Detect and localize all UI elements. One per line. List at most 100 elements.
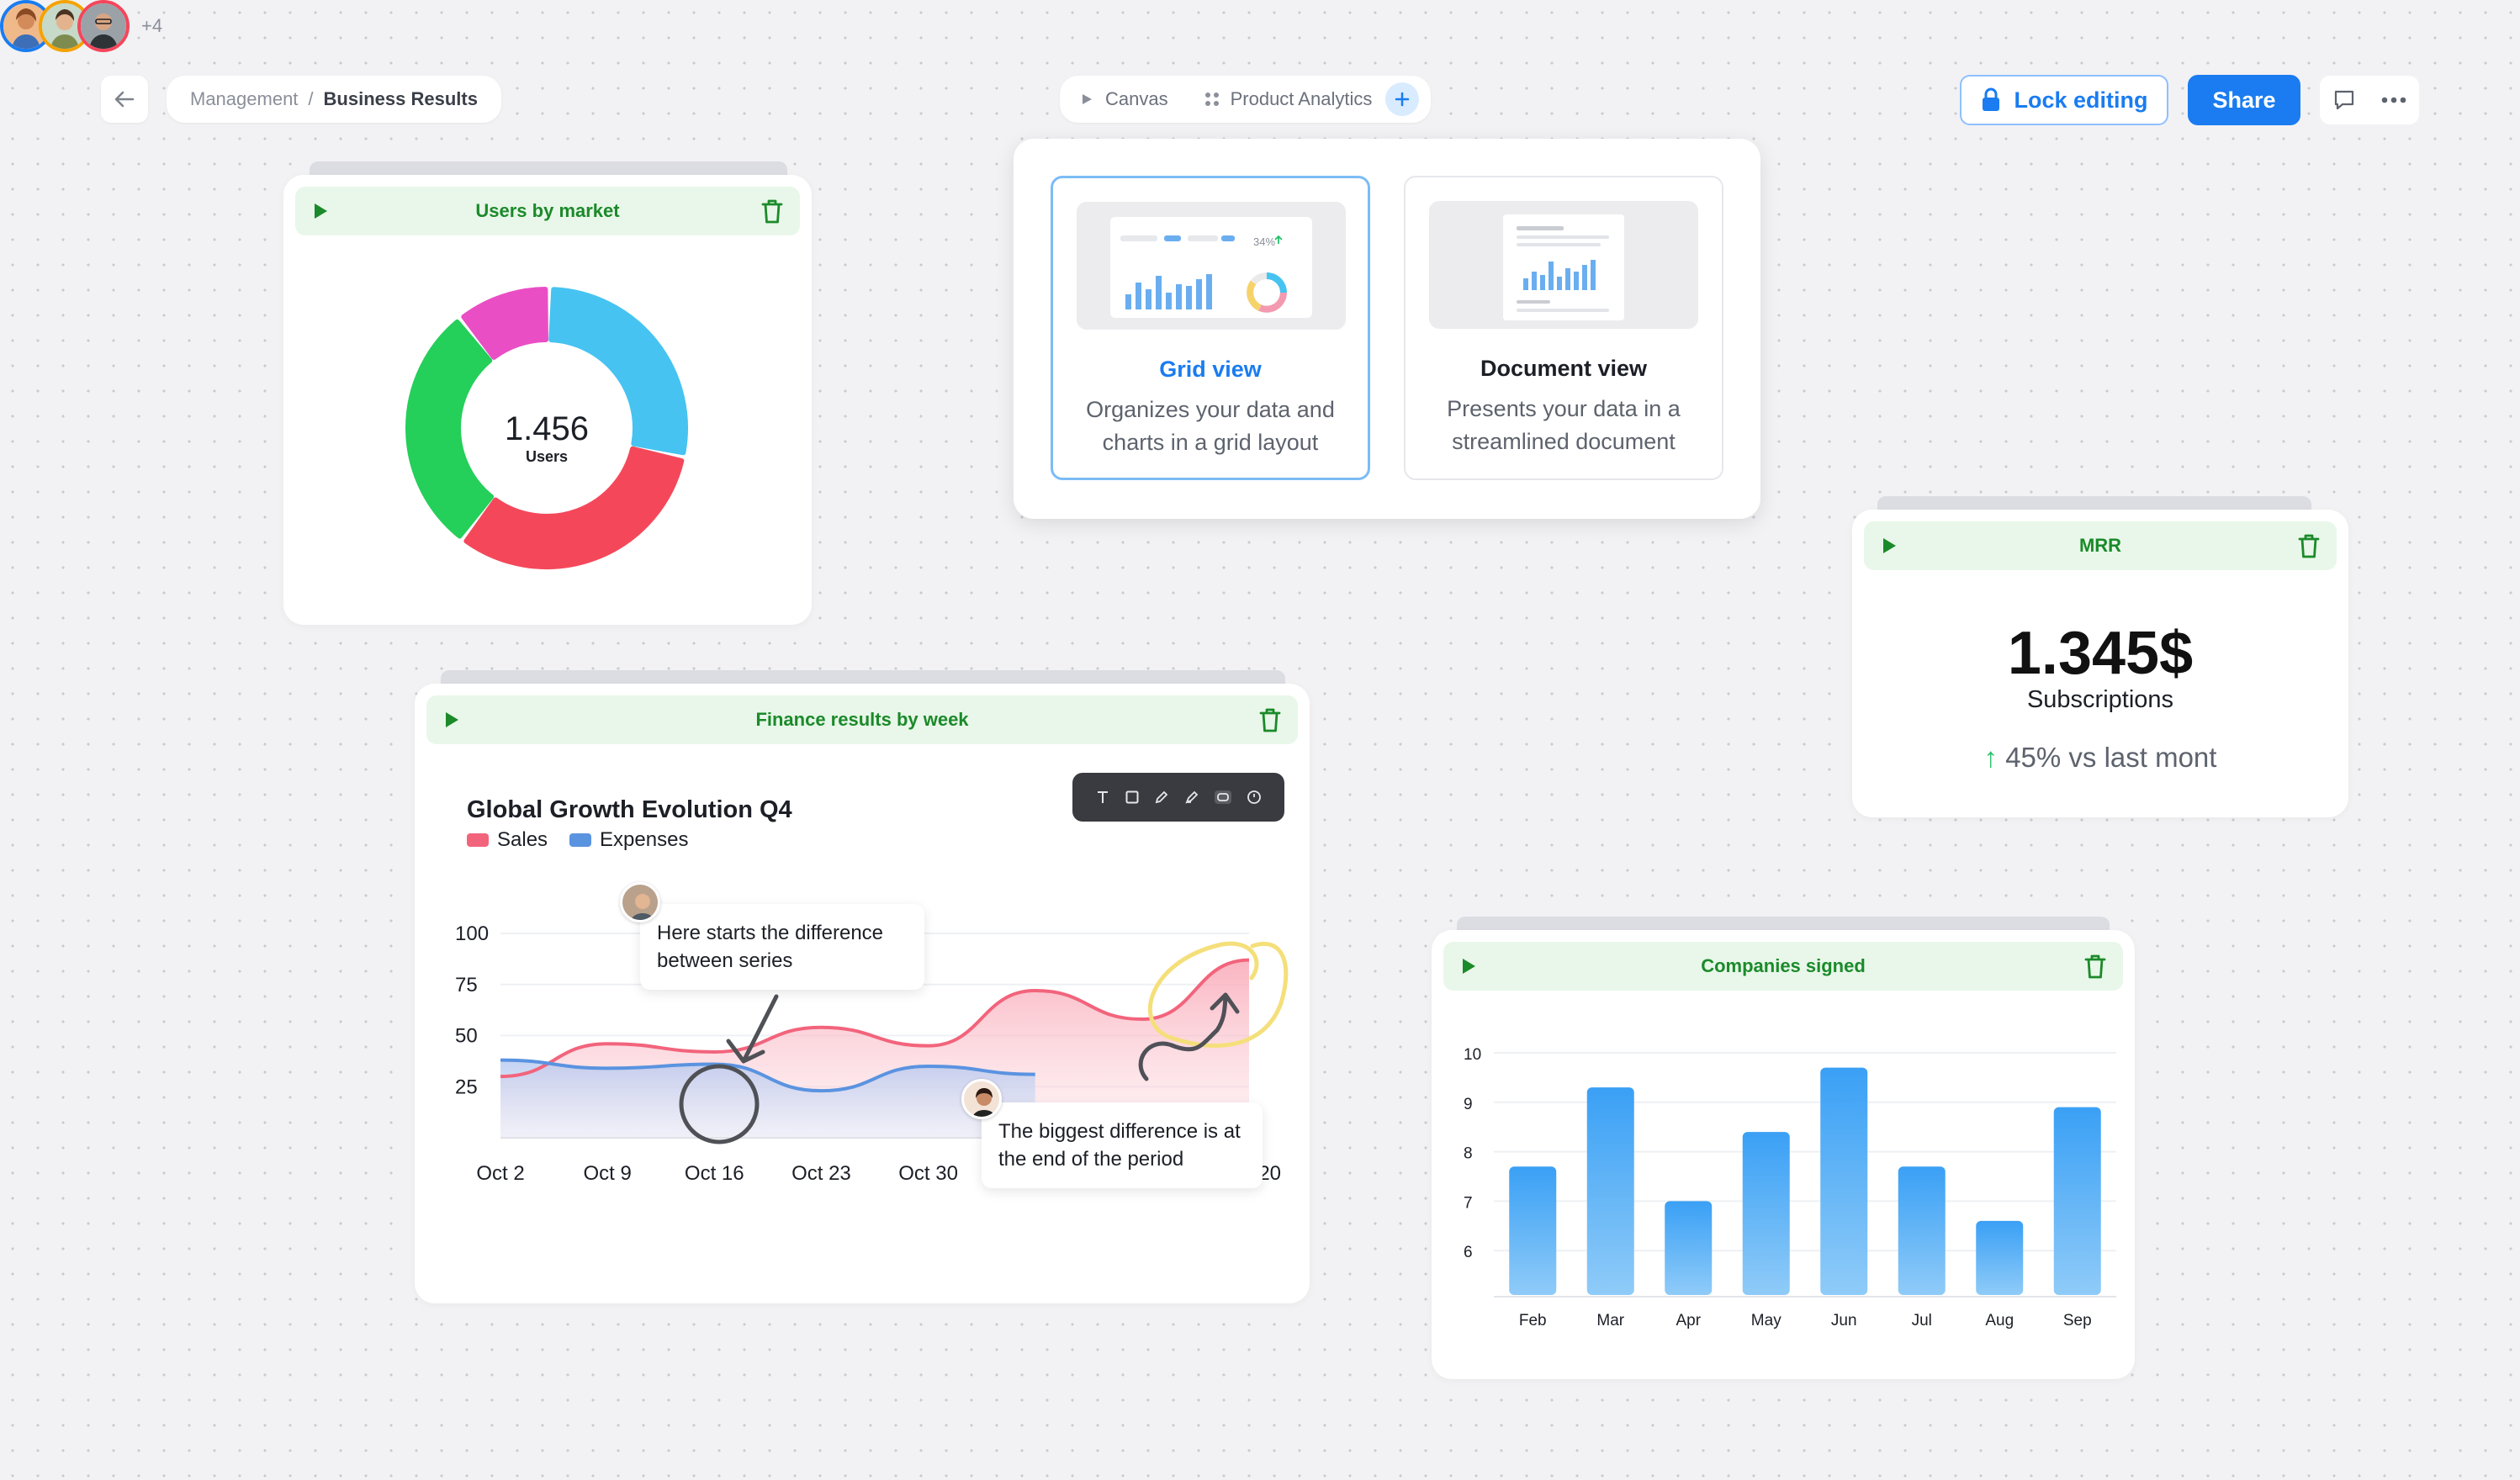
legend-label: Sales [497, 828, 548, 851]
tab-product-analytics-label: Product Analytics [1230, 88, 1373, 109]
x-tick-label: Oct 30 [898, 1162, 958, 1185]
donut-slice[interactable] [405, 319, 495, 539]
x-tick-label: Feb [1519, 1312, 1547, 1329]
donut-slice[interactable] [548, 287, 688, 456]
annotation-arrow[interactable] [726, 994, 779, 1064]
collaborator-avatars[interactable]: +4 [0, 0, 2520, 52]
legend-label: Expenses [600, 828, 689, 851]
x-tick-label: Mar [1596, 1312, 1624, 1329]
card-header[interactable]: Users by market [295, 187, 800, 235]
trash-icon[interactable] [2083, 954, 2108, 980]
text-icon[interactable] [1095, 790, 1110, 805]
legend-swatch [569, 833, 592, 847]
add-tab-button[interactable] [1385, 82, 1420, 116]
thumb-badge: 34% [1253, 235, 1275, 248]
person-avatar-icon [622, 885, 658, 920]
card-header[interactable]: MRR [1864, 521, 2337, 570]
sales-line[interactable] [500, 958, 1250, 1079]
more-options-icon[interactable] [2380, 96, 2407, 104]
annotation-highlight-scribble[interactable] [1147, 941, 1289, 1048]
marker-icon[interactable] [1184, 790, 1199, 805]
x-tick-label: Oct 9 [583, 1162, 631, 1185]
trash-icon[interactable] [1257, 707, 1283, 734]
square-icon[interactable] [1125, 790, 1140, 805]
document-view-title: Document view [1480, 356, 1648, 381]
avatar[interactable] [77, 0, 130, 52]
tab-canvas[interactable]: Canvas [1080, 88, 1168, 110]
expenses-area [500, 1060, 1035, 1138]
play-icon[interactable] [1460, 958, 1477, 975]
breadcrumb-separator: / [308, 88, 314, 109]
bar[interactable] [1742, 1132, 1790, 1295]
pencil-icon[interactable] [1154, 790, 1169, 805]
grid-view-option[interactable]: 34% Grid view Organizes your data and ch… [1051, 176, 1370, 480]
document-thumbnail-illustration [1503, 214, 1624, 320]
highlight-icon[interactable] [1214, 790, 1232, 805]
mrr-label: Subscriptions [2026, 686, 2174, 713]
trash-icon[interactable] [2296, 533, 2321, 560]
lock-editing-button[interactable]: Lock editing [1960, 75, 2168, 125]
comment-icon[interactable] [2332, 87, 2357, 113]
play-icon[interactable] [443, 711, 460, 728]
x-tick-label: Jun [1831, 1312, 1857, 1329]
comment-bubble[interactable]: Here starts the difference between serie… [640, 904, 924, 990]
donut-center-value: 1.456 [504, 410, 590, 447]
trash-icon[interactable] [760, 198, 785, 225]
trend-up-icon: ↑ [1983, 742, 1999, 773]
breadcrumb: Management / Business Results [167, 76, 501, 123]
breadcrumb-parent[interactable]: Management [190, 88, 299, 109]
document-view-option[interactable]: Document view Presents your data in a st… [1404, 176, 1723, 480]
timer-icon[interactable] [1247, 790, 1262, 805]
bar[interactable] [1898, 1166, 1946, 1295]
comment-avatar[interactable] [961, 1079, 1002, 1119]
x-tick-label: Oct 2 [476, 1162, 524, 1185]
share-button[interactable]: Share [2188, 75, 2300, 125]
y-tick-label: 10 [1464, 1046, 1481, 1064]
grid-view-thumbnail: 34% [1077, 202, 1346, 330]
y-tick-label: 8 [1464, 1145, 1473, 1163]
legend-swatch [467, 833, 489, 847]
bar[interactable] [2053, 1107, 2101, 1295]
tab-product-analytics[interactable]: Product Analytics [1204, 88, 1373, 110]
card-title: Users by market [475, 200, 620, 221]
annotation-circle[interactable] [679, 1064, 760, 1144]
arrow-left-icon [114, 91, 135, 108]
donut-slice[interactable] [461, 287, 548, 360]
card-title: MRR [2078, 535, 2122, 556]
plus-icon [1395, 92, 1410, 107]
y-tick-label: 100 [455, 922, 489, 945]
share-label: Share [2212, 87, 2276, 113]
bar[interactable] [1665, 1201, 1713, 1295]
donut-center: 1.456 Users [485, 410, 608, 466]
y-tick-label: 9 [1464, 1096, 1473, 1113]
companies-signed-card: Companies signed 10 9 8 7 6 Feb Mar Apr May Jun Ju… [1432, 930, 2135, 1379]
bar[interactable] [1976, 1220, 2024, 1295]
bar[interactable] [1509, 1166, 1557, 1295]
more-collaborators-count[interactable]: +4 [141, 15, 163, 36]
mrr-change-text: 45% vs last mont [2005, 742, 2217, 773]
card-header[interactable]: Companies signed [1443, 942, 2123, 991]
back-button[interactable] [101, 76, 148, 123]
donut-slice[interactable] [463, 446, 685, 569]
play-icon[interactable] [312, 203, 329, 219]
lock-icon [1983, 87, 2000, 111]
mrr-change: ↑ 45% vs last mont [1852, 742, 2348, 774]
bar[interactable] [1586, 1087, 1634, 1295]
expenses-line[interactable] [500, 1058, 1035, 1093]
card-header[interactable]: Finance results by week [426, 695, 1298, 744]
finance-results-card: Finance results by week Global Growth Ev… [415, 684, 1310, 1303]
chart-title: Global Growth Evolution Q4 [467, 796, 792, 823]
legend-item-sales[interactable]: Sales [467, 828, 548, 852]
person-avatar-icon [3, 3, 49, 49]
legend-item-expenses[interactable]: Expenses [569, 828, 688, 852]
annotation-curly-arrow[interactable] [1138, 992, 1240, 1081]
play-icon[interactable] [1881, 537, 1898, 554]
bar[interactable] [1820, 1067, 1868, 1295]
comment-avatar[interactable] [620, 882, 660, 922]
grid-view-title: Grid view [1159, 357, 1262, 382]
header-tools [2320, 76, 2419, 124]
person-avatar-icon [964, 1081, 999, 1117]
chart-legend: Sales Expenses [467, 828, 710, 852]
comment-bubble[interactable]: The biggest difference is at the end of … [982, 1102, 1263, 1188]
x-tick-label: Oct 23 [791, 1162, 851, 1185]
